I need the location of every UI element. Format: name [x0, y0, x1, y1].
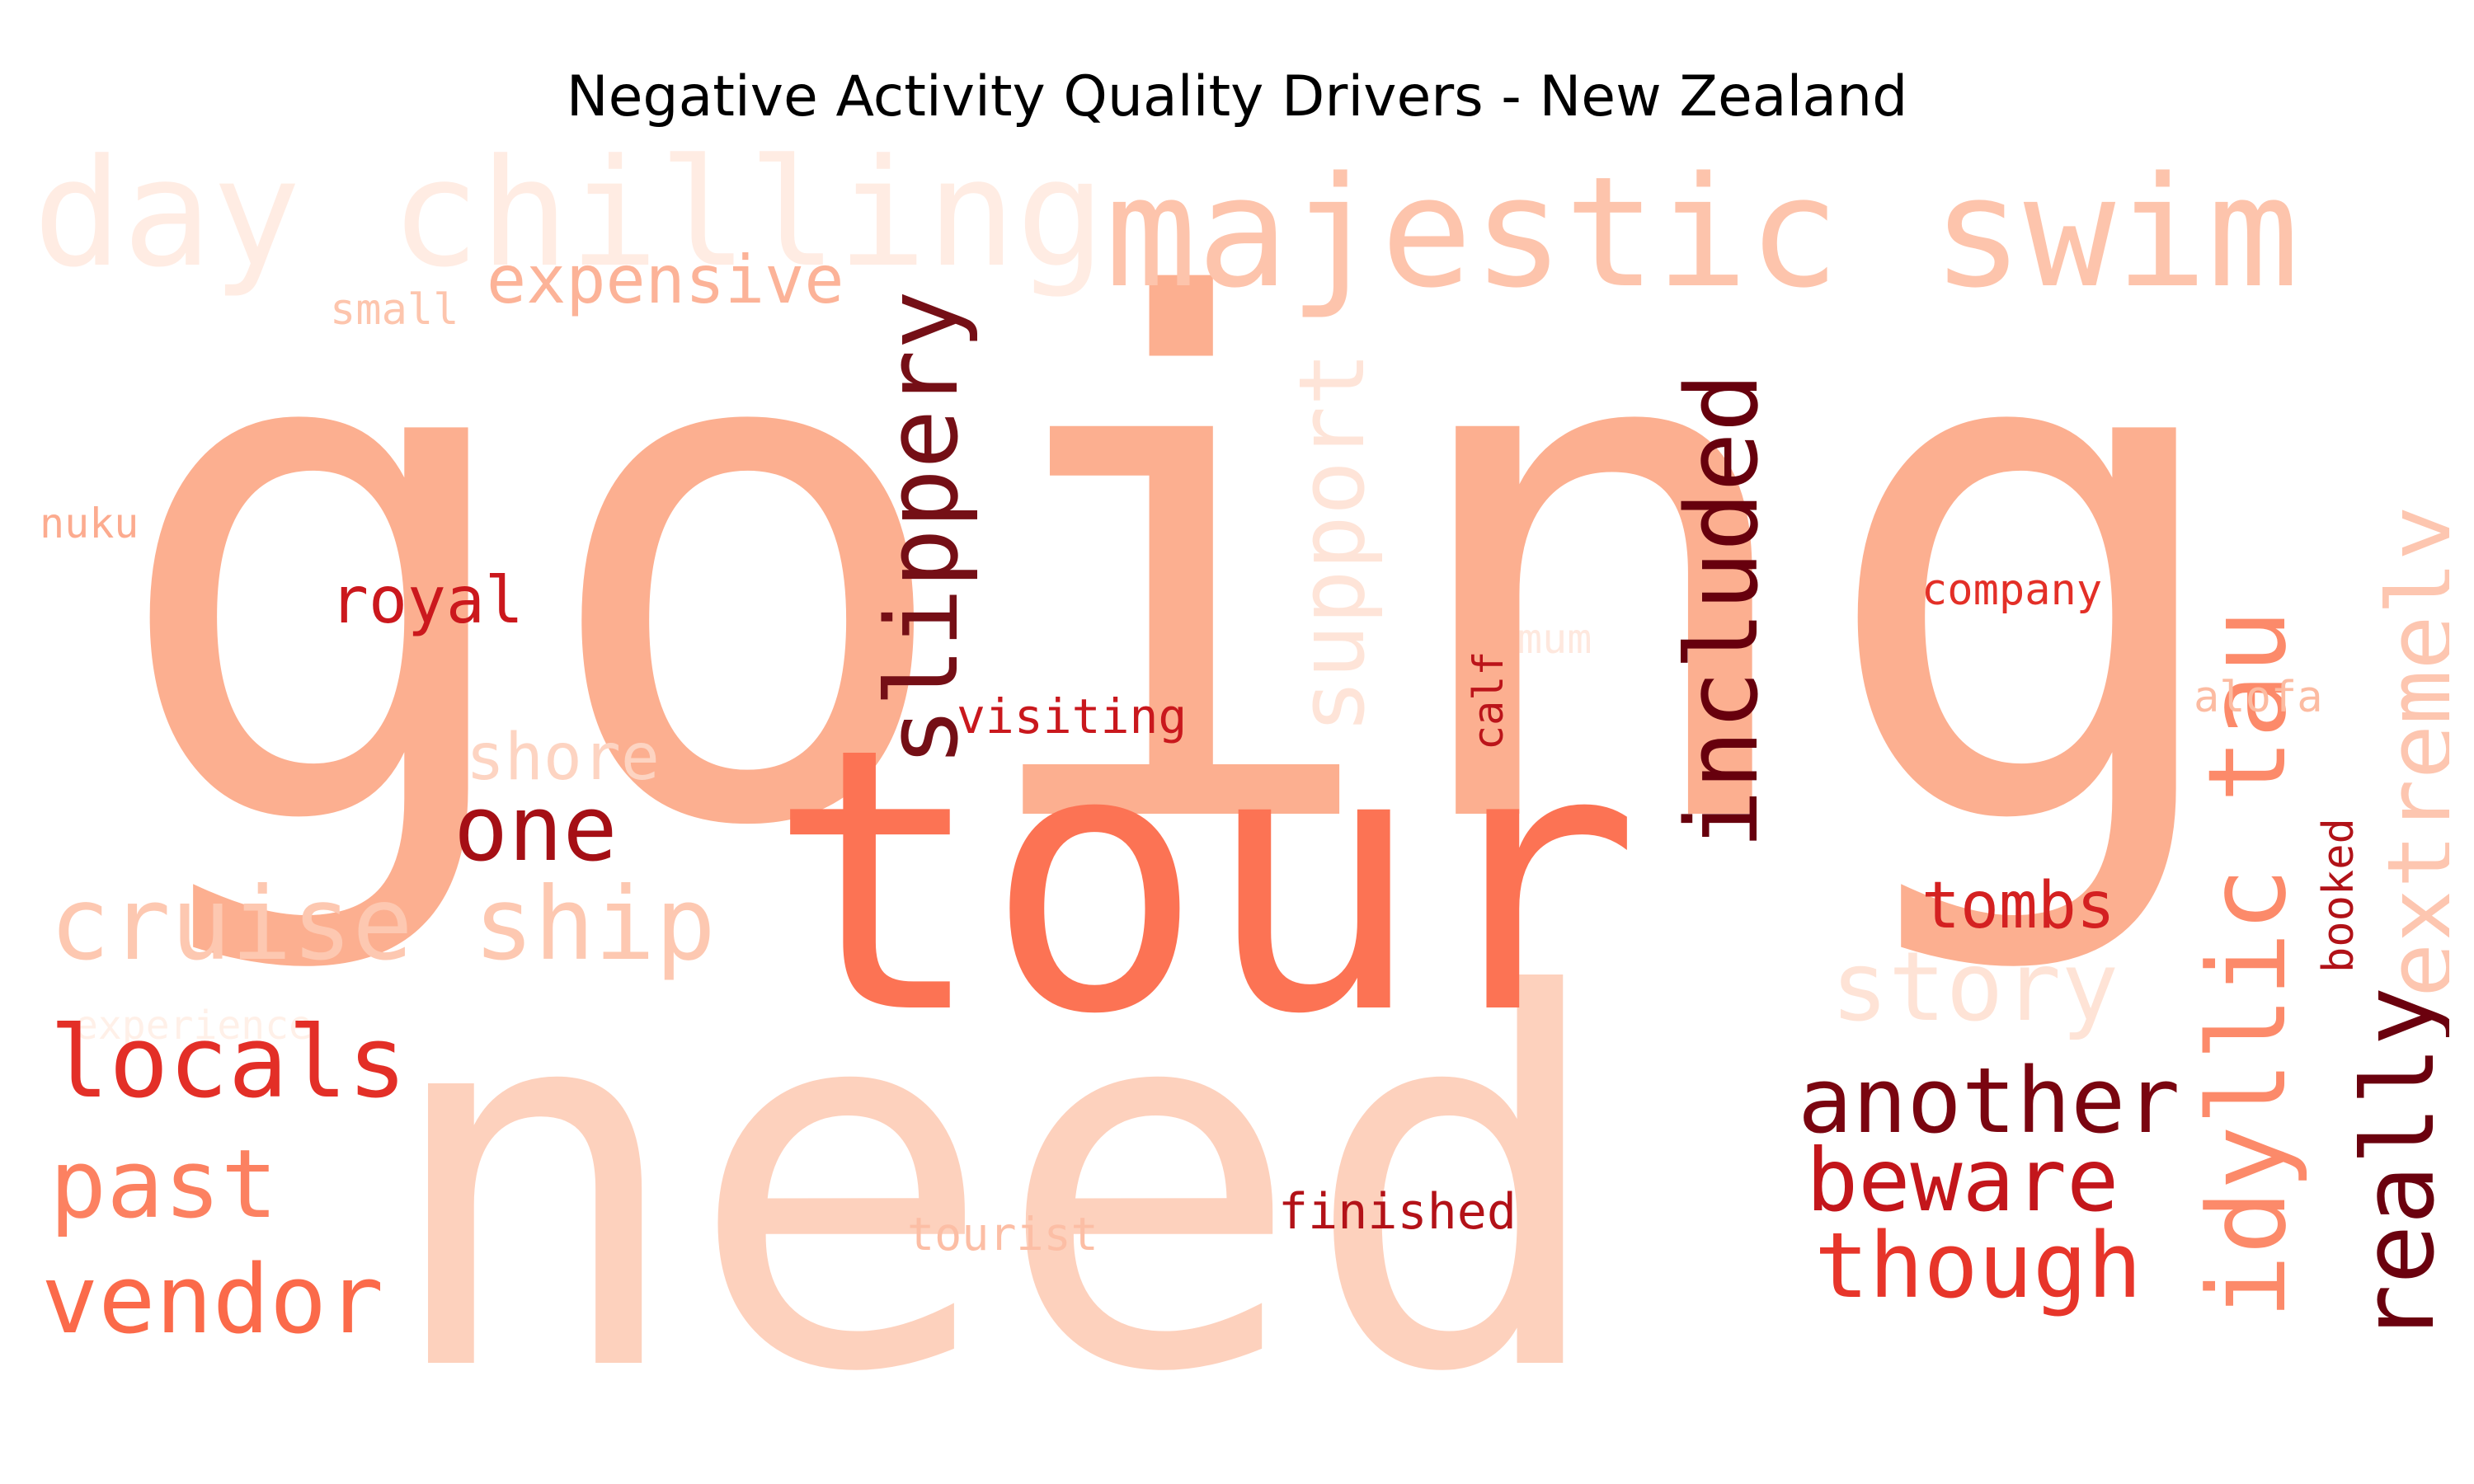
word-support: support	[1279, 351, 1385, 734]
word-tombs: tombs	[1921, 869, 2115, 943]
word-vendor: vendor	[41, 1245, 384, 1355]
word-cloud: going need tour day chilling majestic swim ex…	[33, 124, 2449, 1386]
word-though: though	[1814, 1213, 2142, 1318]
word-going: going	[107, 156, 2242, 981]
word-majestic-swim: majestic swim	[1105, 143, 2299, 322]
word-another: another	[1798, 1048, 2180, 1153]
word-expensive: expensive	[487, 242, 844, 318]
word-mum: mum	[1517, 615, 1592, 663]
word-tour: tour	[767, 671, 1641, 1093]
word-finished: finished	[1278, 1183, 1517, 1241]
word-company: company	[1921, 566, 2103, 615]
word-nuku: nuku	[40, 500, 139, 547]
word-story: story	[1831, 932, 2119, 1043]
word-locals: locals	[49, 1006, 407, 1120]
word-experience: experience	[74, 1003, 313, 1049]
word-cruise-ship: cruise ship	[49, 866, 716, 983]
word-beware: beware	[1806, 1130, 2119, 1231]
word-royal: royal	[330, 564, 524, 638]
word-included: included	[1666, 373, 1780, 849]
word-day-chilling: day chilling	[33, 128, 1106, 300]
word-small: small	[330, 285, 459, 335]
word-extremely: extremely	[2368, 505, 2449, 998]
word-past: past	[49, 1129, 278, 1240]
word-tourist: tourist	[907, 1208, 1098, 1261]
word-shore: shore	[466, 721, 660, 795]
word-visiting: visiting	[957, 688, 1188, 744]
word-calf: calf	[1465, 650, 1512, 750]
word-alofa: alofa	[2194, 673, 2323, 722]
word-one: one	[454, 776, 618, 881]
chart-title: Negative Activity Quality Drivers - New …	[566, 64, 1908, 129]
word-need: need	[379, 890, 1611, 1386]
word-really: really	[2342, 986, 2449, 1344]
word-booked: booked	[2314, 818, 2363, 973]
